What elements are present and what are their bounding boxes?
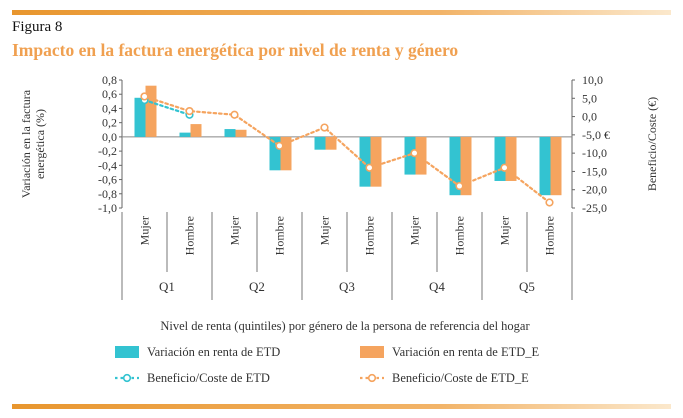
line-etd-e [143, 95, 551, 204]
category-label: Hombre [363, 216, 377, 255]
bar-etd-e [370, 136, 382, 187]
bottom-rule [12, 404, 671, 409]
point-etd-e [275, 141, 284, 150]
top-rule [12, 10, 671, 15]
bar-etd-e [280, 136, 292, 171]
y-tick-label: -0,2 [98, 144, 117, 158]
category-label: Mujer [228, 216, 242, 245]
bar-etd [449, 136, 461, 196]
y2-tick-label: 0,0 [582, 110, 597, 124]
bar-etd [134, 97, 146, 137]
category-label: Mujer [498, 216, 512, 245]
y2-tick-label: -15,0 [582, 164, 607, 178]
y-tick-label: 0,8 [102, 73, 117, 87]
point-etd-e [320, 123, 329, 132]
y2-tick-label: 10,0 [582, 73, 603, 87]
y2-tick-label: -25,0 [582, 201, 607, 215]
category-label: Hombre [273, 216, 287, 255]
quintile-label: Q2 [249, 279, 265, 294]
y-tick-label: 0,0 [102, 130, 117, 144]
bar-etd-e [415, 136, 427, 175]
point-etd-e [365, 163, 374, 172]
point-etd-e [410, 149, 419, 158]
category-label: Hombre [183, 216, 197, 255]
y-tick-label: -1,0 [98, 201, 117, 215]
y2-tick-label: 5,0 [582, 91, 597, 105]
bar-etd [269, 136, 281, 171]
legend-swatch [360, 346, 384, 358]
category-label: Hombre [453, 216, 467, 255]
bar-etd [539, 136, 551, 196]
y-tick-label: -0,8 [98, 187, 117, 201]
point-etd-e [455, 181, 464, 191]
y-axis-title-line2: energética (%) [33, 109, 47, 179]
y-axis-title-line1: Variación en la factura [19, 89, 33, 198]
quintile-label: Q3 [339, 279, 355, 294]
legend-swatch-marker [122, 373, 132, 383]
bar-etd [179, 132, 191, 137]
legend-swatch-marker [367, 373, 377, 383]
bar-etd-e [325, 136, 337, 150]
line-etd [143, 99, 191, 116]
point-etd-e [500, 163, 509, 172]
quintile-label: Q1 [159, 279, 175, 294]
bar-etd [314, 136, 326, 150]
category-label: Mujer [318, 216, 332, 245]
point-etd-e [185, 106, 194, 116]
category-label: Mujer [408, 216, 422, 245]
y2-tick-label: -5,0 € [582, 128, 610, 142]
y-tick-label: 0,2 [102, 116, 117, 130]
bar-etd-e [190, 124, 202, 137]
figure-title: Impacto en la factura energética por niv… [12, 40, 459, 60]
bar-etd [359, 136, 371, 187]
y-tick-label: 0,4 [102, 101, 117, 115]
y2-tick-label: -20,0 [582, 183, 607, 197]
legend-label: Variación en renta de ETD_E [392, 345, 540, 359]
bar-etd [494, 136, 506, 181]
legend-label: Beneficio/Coste de ETD_E [392, 371, 529, 385]
point-etd-e [545, 198, 554, 207]
y-tick-label: -0,6 [98, 173, 117, 187]
y2-tick-label: -10,0 [582, 146, 607, 160]
quintile-label: Q4 [429, 279, 445, 294]
y-tick-label: 0,6 [102, 87, 117, 101]
quintile-label: Q5 [519, 279, 535, 294]
category-label: Mujer [138, 216, 152, 245]
bar-etd-e [505, 136, 517, 181]
bar-etd [224, 129, 236, 137]
legend-label: Variación en renta de ETD [147, 345, 280, 359]
point-etd-e [140, 92, 149, 101]
bar-etd-e [460, 136, 472, 196]
bar-etd-e [235, 129, 247, 137]
bar-etd-e [550, 136, 562, 196]
point-etd-e [230, 110, 239, 119]
x-axis-title: Nivel de renta (quintiles) por género de… [160, 319, 530, 333]
y2-axis-title: Beneficio/Coste (€) [645, 97, 659, 191]
legend-swatch [115, 346, 139, 358]
category-label: Hombre [543, 216, 557, 255]
figure-label: Figura 8 [12, 19, 63, 35]
bar-etd-e [145, 85, 157, 137]
y-tick-label: -0,4 [98, 158, 117, 172]
legend-label: Beneficio/Coste de ETD [147, 371, 270, 385]
